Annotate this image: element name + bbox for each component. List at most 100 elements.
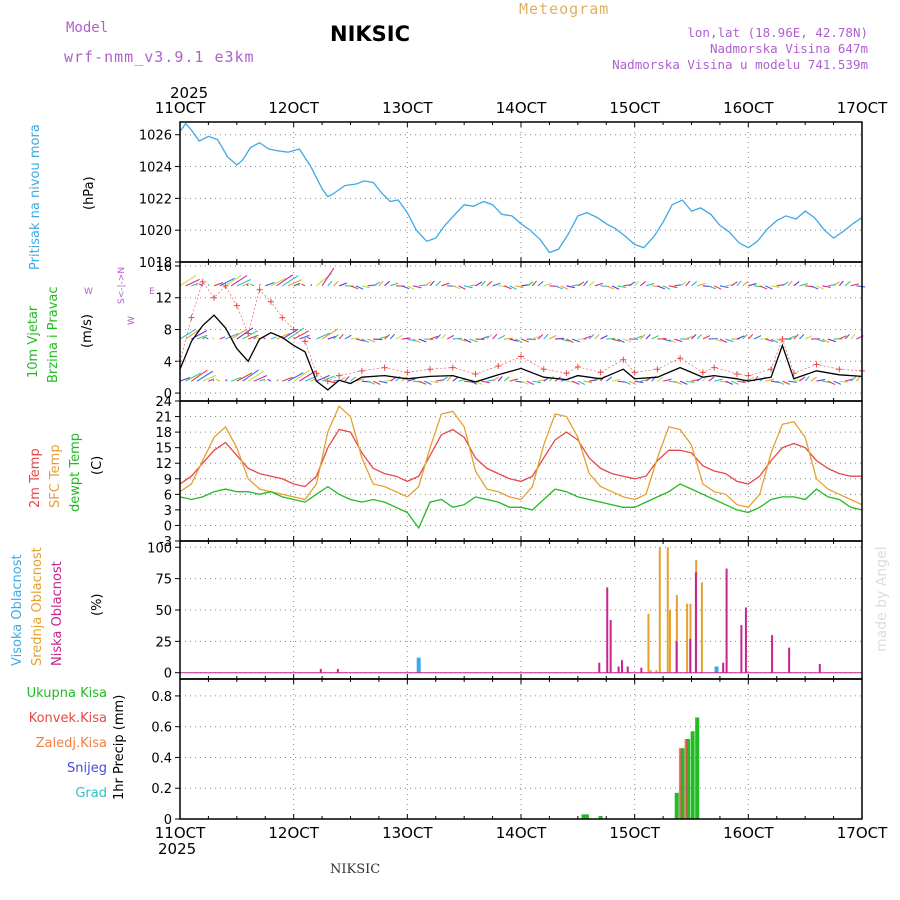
cloud-high-bar (714, 666, 719, 673)
wind-arrow (736, 335, 745, 340)
y-tick-label: 1020 (139, 224, 172, 239)
wind-arrow (588, 280, 595, 287)
x-tick-label-bottom: 13OCT (382, 824, 433, 842)
wind-arrow (833, 380, 842, 385)
y-tick-label: 18 (155, 426, 172, 441)
wind-arrow (259, 378, 266, 382)
wind-arrow (537, 334, 544, 340)
wind-arrow (446, 375, 452, 382)
cloud-low-bar (598, 662, 601, 673)
wind-arrow (344, 375, 350, 382)
wind-arrow (204, 336, 209, 340)
wind-arrow (242, 369, 259, 382)
x-tick-label-top: 16OCT (723, 99, 774, 117)
wind-arrow (634, 380, 644, 384)
wind-arrow (492, 333, 498, 340)
year-label-bottom: 2025 (158, 840, 197, 858)
x-tick-label-bottom: 16OCT (723, 824, 774, 842)
wind-arrow (548, 375, 554, 382)
temp-sfc-line (179, 405, 863, 509)
wind-arrow (827, 338, 836, 343)
wind-arrow (435, 280, 442, 287)
x-tick-label-top: 14OCT (496, 99, 547, 117)
dewpoint-line (179, 483, 863, 530)
wind-arrow (297, 283, 300, 287)
wind-arrow (816, 285, 824, 290)
wind-arrow (196, 370, 214, 382)
wind-arrow (804, 335, 813, 340)
model-label: Model (66, 20, 109, 36)
wind-arrow (776, 338, 785, 343)
wind-arrow (230, 328, 248, 340)
y-tick-label: 0 (164, 667, 172, 682)
wind-arrow (782, 380, 790, 385)
cloud-low-bar (319, 668, 322, 673)
wind-gust-point (245, 330, 252, 337)
wind-arrow (821, 338, 830, 344)
cloud-low-bar (609, 620, 612, 673)
wind-arrow (246, 283, 249, 287)
wind-arrow (657, 376, 664, 382)
wind-arrow (480, 280, 486, 287)
wind-arrow (844, 281, 851, 287)
wind-arrow (378, 380, 388, 384)
wind-arrow (577, 380, 586, 385)
wind-arrow (267, 378, 272, 382)
wind-arrow (623, 338, 632, 343)
wind-arrow (583, 335, 592, 340)
wind-arrow (606, 337, 616, 340)
wind-arrow (657, 285, 666, 290)
wind-arrow (639, 281, 646, 287)
wind-arrow (401, 337, 411, 340)
y-tick-label: 16 (155, 260, 172, 275)
wind-arrow (435, 334, 442, 340)
wind-arrow (702, 335, 711, 340)
cloud-mid-bar (658, 547, 661, 673)
wind-arrow (361, 285, 371, 289)
precip-total-bar (690, 731, 695, 819)
wind-arrow (691, 281, 698, 287)
wind-arrow (412, 338, 421, 343)
wind-gust-point (574, 363, 581, 370)
wind-arrow (293, 369, 310, 382)
wind-gust-point (313, 370, 320, 377)
wind-arrow (321, 328, 339, 340)
wind-arrow (475, 281, 483, 287)
wind-arrow (270, 336, 277, 340)
wind-arrow (742, 281, 749, 287)
wind-arrow (282, 275, 299, 287)
wind-arrow (747, 333, 754, 340)
wind-arrow (793, 281, 800, 287)
y-tick-label: 3 (164, 504, 172, 519)
wind-arrow (230, 275, 248, 287)
wind-arrow (708, 285, 717, 290)
wind-arrow (236, 327, 254, 340)
wind-west-label: W (84, 287, 93, 297)
wind-gust-point (677, 355, 684, 362)
wind-arrow (810, 376, 817, 382)
wind-arrow (389, 333, 395, 340)
wind-arrow (594, 333, 600, 340)
wind-arrow (543, 282, 552, 287)
precip-total-bar (598, 815, 603, 819)
wind-arrow (839, 335, 847, 340)
wind-arrow (571, 380, 580, 385)
wind-arrow (276, 332, 290, 340)
cloud-low-bar (788, 647, 791, 673)
meteogram-title: Meteogram (519, 0, 610, 18)
wind-arrow (623, 380, 631, 385)
y-tick-label: 0 (164, 387, 172, 402)
wind-gust-point (597, 369, 604, 376)
station-title: NIKSIC (330, 22, 411, 46)
wind-arrow (549, 334, 557, 340)
y-tick-label: -3 (159, 535, 172, 550)
wind-arrow (606, 285, 614, 290)
wind-arrow (492, 376, 499, 382)
wind-arrow (407, 338, 416, 342)
cloud-low-bar (626, 666, 629, 673)
y-tick-label: 12 (155, 292, 172, 307)
wind-arrow (276, 379, 279, 382)
wind-arrow (662, 338, 672, 342)
cloud-mid-bar (647, 613, 650, 673)
